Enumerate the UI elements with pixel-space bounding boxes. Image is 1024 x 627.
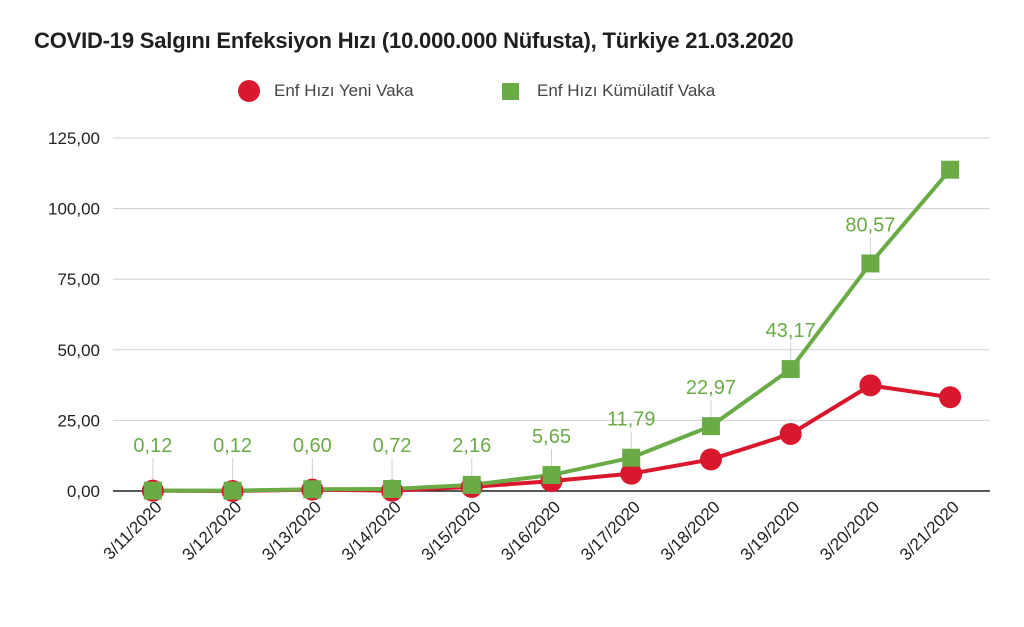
legend: Enf Hızı Yeni Vaka Enf Hızı Kümülatif Va… [0,74,1024,108]
data-label: 43,17 [766,320,816,342]
data-label: 80,57 [845,214,895,236]
x-tick-label: 3/20/2020 [816,497,883,564]
data-label: 2,16 [452,435,491,457]
y-tick-label: 25,00 [57,411,100,430]
data-point-square[interactable] [143,481,162,500]
y-axis-ticks: 0,00 25,00 50,00 75,00 100,00 125,00 [48,129,100,501]
y-tick-label: 100,00 [48,200,100,219]
data-label: 0,12 [133,435,172,457]
x-tick-label: 3/18/2020 [657,497,724,564]
chart-title: COVID-19 Salgını Enfeksiyon Hızı (10.000… [34,28,794,53]
data-point-square[interactable] [941,160,960,179]
data-point-square[interactable] [781,360,800,379]
data-labels: 0,12 0,12 0,60 0,72 2,16 5,65 11,79 22,97 43,17 8… [133,214,895,457]
data-point-square[interactable] [383,479,402,498]
legend-item-new-cases[interactable]: Enf Hızı Yeni Vaka [238,74,414,108]
data-label: 11,79 [607,409,656,431]
legend-marker-square-icon [502,82,519,100]
data-point-square[interactable] [303,480,322,499]
x-tick-label: 3/15/2020 [418,497,485,564]
data-point-circle[interactable] [939,386,962,409]
data-point-circle[interactable] [699,448,722,471]
x-tick-label: 3/21/2020 [896,497,963,564]
data-point-square[interactable] [861,254,880,273]
x-tick-label: 3/12/2020 [178,497,245,564]
data-label: 0,72 [373,435,412,457]
y-tick-label: 50,00 [57,341,100,360]
data-point-circle[interactable] [859,374,882,397]
y-tick-label: 0,00 [67,482,100,501]
legend-marker-circle-icon [238,80,260,102]
data-point-circle[interactable] [620,462,643,485]
data-point-square[interactable] [701,417,720,436]
data-point-square[interactable] [462,475,481,494]
legend-label-new-cases: Enf Hızı Yeni Vaka [274,81,414,100]
x-tick-label: 3/13/2020 [258,497,325,564]
series-markers [141,160,962,502]
x-tick-label: 3/19/2020 [737,497,804,564]
data-point-square[interactable] [542,466,561,485]
data-point-square[interactable] [223,481,242,500]
y-tick-label: 125,00 [48,129,100,148]
x-tick-label: 3/11/2020 [100,497,166,563]
data-label: 0,60 [293,435,332,457]
data-label-leaders [152,237,871,483]
legend-label-cumulative-cases: Enf Hızı Kümülatif Vaka [537,81,716,100]
data-label: 0,12 [213,435,252,457]
x-tick-label: 3/14/2020 [338,497,405,564]
x-tick-label: 3/16/2020 [497,497,564,564]
legend-item-cumulative-cases[interactable]: Enf Hızı Kümülatif Vaka [502,74,715,108]
x-tick-label: 3/17/2020 [577,497,644,564]
data-label: 5,65 [532,426,571,448]
data-point-square[interactable] [622,448,641,467]
y-tick-label: 75,00 [57,270,100,289]
x-axis-ticks: 3/11/2020 3/12/2020 3/13/2020 3/14/2020 3/15… [100,497,963,564]
data-point-circle[interactable] [779,422,802,445]
data-label: 22,97 [686,377,736,399]
